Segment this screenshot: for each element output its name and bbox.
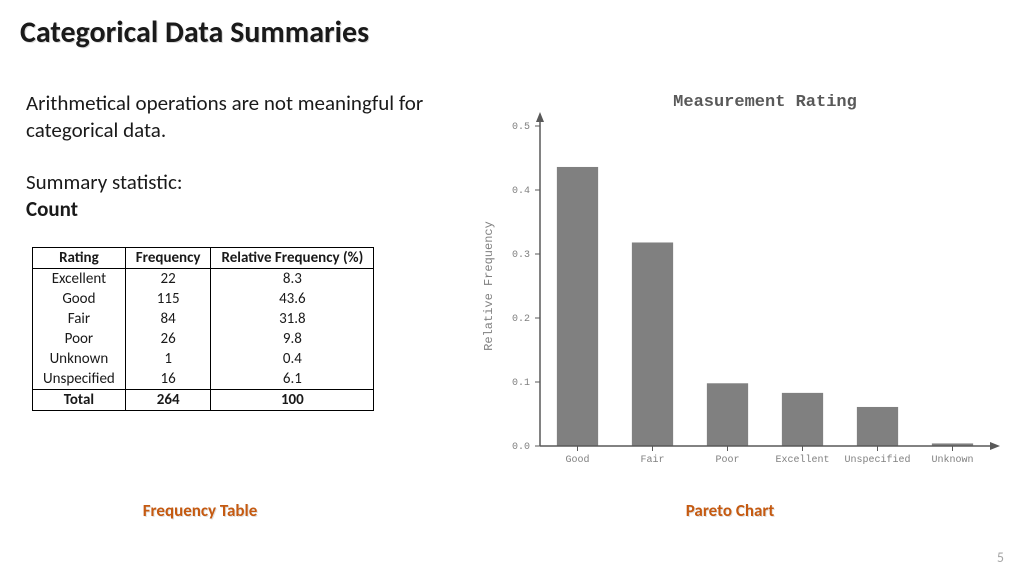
table-cell: 16 xyxy=(125,369,211,390)
y-tick-label: 0.1 xyxy=(512,378,530,389)
frequency-table: Rating Frequency Relative Frequency (%) … xyxy=(32,247,374,411)
table-cell: Good xyxy=(33,289,126,309)
table-header: Rating xyxy=(33,248,126,269)
table-cell: 0.4 xyxy=(211,349,374,369)
body-p2-bold: Count xyxy=(26,196,446,223)
body-paragraph-2: Summary statistic: Count xyxy=(26,169,446,224)
slide-title: Categorical Data Summaries xyxy=(20,14,369,51)
table-cell: 115 xyxy=(125,289,211,309)
pareto-chart-caption: Pareto Chart xyxy=(630,500,830,521)
table-total-row: Total264100 xyxy=(33,390,374,411)
x-tick-label: Poor xyxy=(715,455,739,466)
left-column: Arithmetical operations are not meaningf… xyxy=(26,90,446,411)
table-cell: Total xyxy=(33,390,126,411)
y-axis-label: Relative Frequency xyxy=(482,221,496,351)
table-cell: Poor xyxy=(33,329,126,349)
table-row: Fair8431.8 xyxy=(33,309,374,329)
y-tick-label: 0.5 xyxy=(512,122,530,133)
table-cell: Unspecified xyxy=(33,369,126,390)
table-header: Relative Frequency (%) xyxy=(211,248,374,269)
table-header-row: Rating Frequency Relative Frequency (%) xyxy=(33,248,374,269)
bar xyxy=(782,393,823,446)
bar xyxy=(857,407,898,446)
page-number: 5 xyxy=(997,549,1004,566)
y-tick-label: 0.2 xyxy=(512,314,530,325)
table-cell: 9.8 xyxy=(211,329,374,349)
x-tick-label: Good xyxy=(565,454,589,466)
x-tick-label: Unknown xyxy=(931,454,973,466)
table-cell: 100 xyxy=(211,390,374,411)
body-paragraph-1: Arithmetical operations are not meaningf… xyxy=(26,90,446,145)
table-cell: Excellent xyxy=(33,269,126,290)
table-header: Frequency xyxy=(125,248,211,269)
table-row: Excellent228.3 xyxy=(33,269,374,290)
y-tick-label: 0.0 xyxy=(512,442,530,453)
pareto-chart: Measurement Rating 0.0 0.1 0.2 0.3 0.4 0.5 Rela… xyxy=(470,86,1000,486)
table-cell: Unknown xyxy=(33,349,126,369)
table-cell: 31.8 xyxy=(211,309,374,329)
table-cell: Fair xyxy=(33,309,126,329)
table-cell: 8.3 xyxy=(211,269,374,290)
x-tick-label: Fair xyxy=(640,454,664,466)
table-row: Unspecified166.1 xyxy=(33,369,374,390)
body-p2-text: Summary statistic: xyxy=(26,169,182,195)
chart-title: Measurement Rating xyxy=(673,93,857,112)
table-cell: 6.1 xyxy=(211,369,374,390)
table-cell: 264 xyxy=(125,390,211,411)
y-tick-label: 0.4 xyxy=(512,186,530,197)
bar xyxy=(632,242,673,446)
x-tick-label: Excellent xyxy=(775,454,829,466)
bar xyxy=(707,383,748,446)
table-row: Poor269.8 xyxy=(33,329,374,349)
y-tick-label: 0.3 xyxy=(512,250,530,261)
table-row: Unknown10.4 xyxy=(33,349,374,369)
table-cell: 22 xyxy=(125,269,211,290)
frequency-table-caption: Frequency Table xyxy=(100,500,300,521)
table-cell: 84 xyxy=(125,309,211,329)
table-row: Good11543.6 xyxy=(33,289,374,309)
table-cell: 43.6 xyxy=(211,289,374,309)
table-cell: 1 xyxy=(125,349,211,369)
bar xyxy=(557,167,598,446)
table-cell: 26 xyxy=(125,329,211,349)
x-tick-label: Unspecified xyxy=(844,454,910,466)
